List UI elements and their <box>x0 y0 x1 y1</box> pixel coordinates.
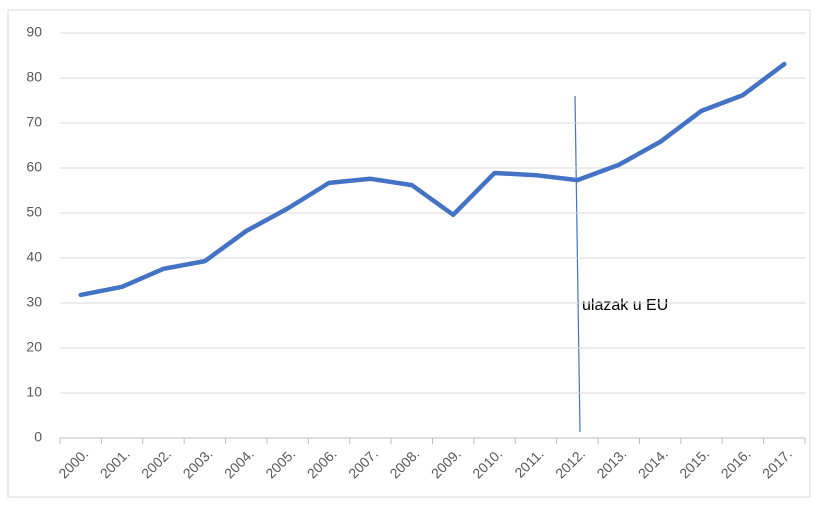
y-tick-label: 20 <box>26 339 42 355</box>
y-tick-label: 60 <box>26 159 42 175</box>
chart-border <box>7 9 811 498</box>
annotation-line <box>574 95 581 433</box>
y-tick-label: 40 <box>26 249 42 265</box>
y-tick-label: 30 <box>26 294 42 310</box>
y-tick-label: 0 <box>34 429 42 445</box>
y-tick-label: 90 <box>26 24 42 40</box>
y-tick-label: 50 <box>26 204 42 220</box>
y-tick-label: 10 <box>26 384 42 400</box>
y-tick-label: 70 <box>26 114 42 130</box>
y-tick-label: 80 <box>26 69 42 85</box>
data-line <box>78 61 787 298</box>
annotation: ulazak u EU <box>582 297 668 314</box>
